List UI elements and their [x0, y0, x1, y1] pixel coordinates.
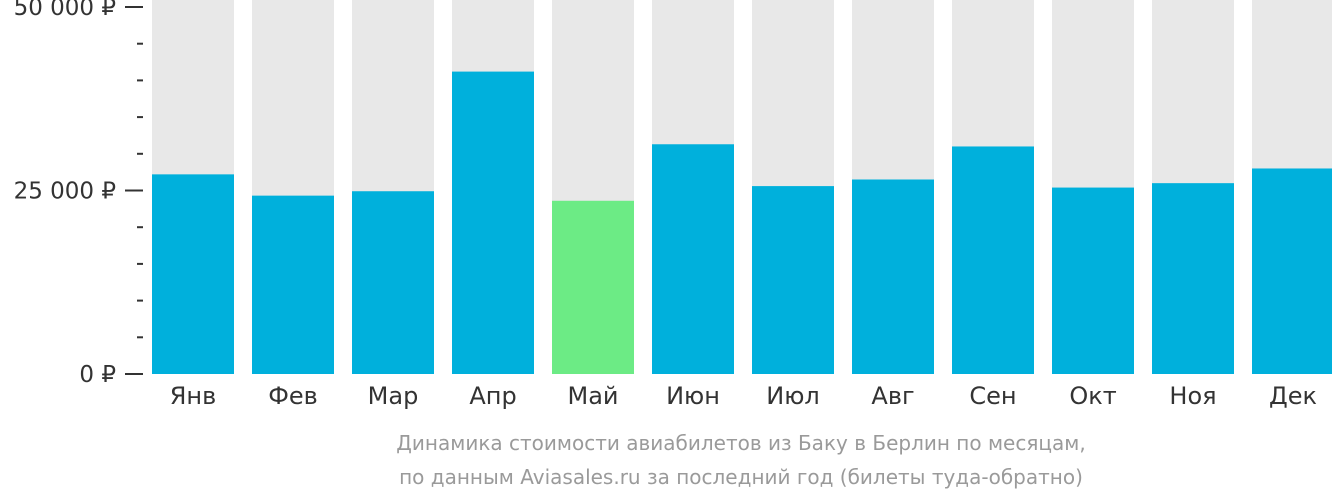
- x-tick-label: Мар: [368, 382, 419, 410]
- x-tick-label: Янв: [170, 382, 217, 410]
- bar-7: [752, 186, 834, 374]
- x-tick-label: Апр: [469, 382, 516, 410]
- bar-11: [1152, 183, 1234, 374]
- x-tick-label: Окт: [1069, 382, 1116, 410]
- chart-caption-line-2: по данным Aviasales.ru за последний год …: [399, 465, 1083, 489]
- x-tick-label: Дек: [1269, 382, 1317, 410]
- x-tick-label: Ноя: [1169, 382, 1216, 410]
- x-tick-label: Сен: [969, 382, 1016, 410]
- y-tick-label: 25 000 ₽: [14, 179, 116, 205]
- x-tick-label: Май: [567, 382, 618, 410]
- bar-9: [952, 146, 1034, 374]
- y-tick-label: 0 ₽: [79, 362, 116, 388]
- x-tick-label: Июл: [766, 382, 820, 410]
- chart-caption-line-1: Динамика стоимости авиабилетов из Баку в…: [396, 431, 1086, 455]
- bar-1: [152, 174, 234, 374]
- bar-8: [852, 179, 934, 374]
- bar-3: [352, 191, 434, 374]
- bar-10: [1052, 187, 1134, 374]
- bar-2: [252, 195, 334, 374]
- bar-4: [452, 71, 534, 374]
- x-tick-label: Авг: [871, 382, 914, 410]
- bar-5: [552, 200, 634, 374]
- x-tick-label: Июн: [666, 382, 720, 410]
- price-bar-chart: Янв Фев Мар Апр Май Июн Июл Авг Сен Окт Ноя Дек 0 ₽ 2…: [14, 0, 1332, 410]
- y-tick-label: 50 000 ₽: [14, 0, 116, 21]
- bar-6: [652, 144, 734, 374]
- x-tick-label: Фев: [268, 382, 318, 410]
- bar-12: [1252, 168, 1332, 374]
